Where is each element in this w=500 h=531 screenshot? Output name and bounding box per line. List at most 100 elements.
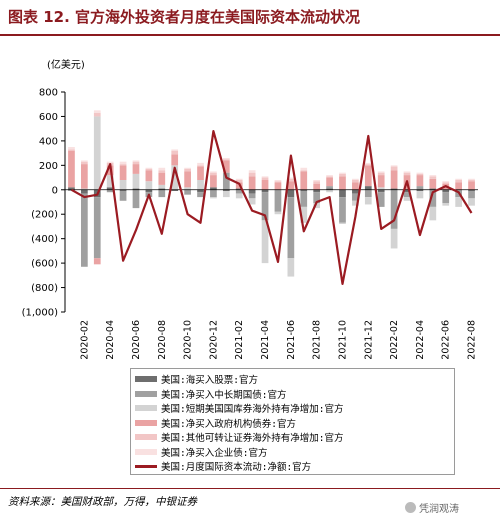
bar-segment (339, 173, 346, 177)
bar-segment (222, 158, 230, 160)
legend-item: 美国:净买入中长期国债:官方 (135, 387, 454, 402)
bar-segment (171, 189, 179, 191)
bar-segment (210, 172, 217, 176)
x-tick-label: 2021-02 (234, 320, 245, 360)
bar-segment (222, 160, 230, 173)
bar-segment (326, 189, 333, 193)
bar-segment (429, 178, 437, 189)
bar-segment (171, 154, 179, 166)
bar-segment (300, 171, 308, 190)
bar-segment (313, 183, 321, 190)
bar-segment (403, 192, 411, 198)
bar-segment (455, 182, 462, 190)
bar-segment (287, 197, 295, 259)
bar-segment (339, 172, 346, 174)
bar-segment (377, 172, 385, 176)
bar-segment (171, 165, 179, 190)
bar-segment (429, 189, 437, 207)
bar-segment (210, 189, 217, 198)
watermark: 凭润观涛 (405, 500, 459, 515)
bar-segment (468, 191, 475, 199)
bar-segment (339, 189, 346, 198)
bar-segment (403, 189, 411, 193)
bar-segment (81, 161, 88, 165)
bar-segment (274, 180, 282, 182)
bar-segment (197, 192, 204, 198)
bar-segment (93, 112, 101, 117)
bar-segment (248, 176, 256, 190)
bar-segment (106, 175, 114, 188)
bar-segment (119, 189, 127, 191)
y-tick-label: 400 (39, 136, 58, 147)
bar-segment (248, 170, 256, 173)
bar-segment (158, 172, 166, 185)
x-tick-label: 2021-06 (286, 320, 297, 360)
legend: 美国:海买入股票:官方 美国:净买入中长期国债:官方 美国:短期美国国库券海外持有净… (130, 368, 455, 475)
bar-segment (261, 177, 269, 180)
bar-segment (326, 188, 333, 190)
bar-segment (429, 175, 437, 177)
bar-segment (222, 189, 230, 191)
bar-segment (81, 193, 88, 267)
bar-segment (390, 228, 398, 249)
bar-segment (222, 191, 230, 198)
legend-item: 美国:净买入政府机构债券:官方 (135, 416, 454, 431)
bar-segment (235, 193, 243, 199)
bar-segment (274, 211, 282, 215)
bar-segment (145, 167, 153, 169)
bar-segment (248, 172, 256, 177)
bar-segment (339, 222, 346, 224)
bar-segment (468, 181, 475, 190)
bar-segment (339, 176, 346, 190)
x-tick-label: 2022-06 (441, 320, 452, 360)
bar-segment (248, 193, 256, 199)
bar-segment (313, 180, 321, 182)
bar-segment (442, 192, 450, 204)
bar-segment (210, 171, 217, 173)
bar-segment (93, 110, 101, 113)
bar-segment (158, 189, 166, 198)
bar-segment (81, 188, 88, 190)
bar-segment (106, 189, 114, 193)
bar-segment (390, 188, 398, 190)
bar-segment (184, 189, 191, 195)
bar-segment (403, 197, 411, 201)
bar-segment (416, 189, 424, 191)
bar-segment (403, 172, 411, 176)
bar-segment (364, 197, 372, 205)
bar-segment (287, 178, 295, 182)
bar-segment (248, 189, 256, 194)
bar-segment (132, 164, 140, 174)
bar-segment (197, 162, 204, 166)
watermark-text: 凭润观涛 (419, 504, 459, 515)
x-tick-label: 2021-04 (260, 320, 271, 360)
y-unit-label: (亿美元) (47, 58, 85, 71)
legend-swatch (135, 390, 157, 397)
bar-segment (287, 181, 295, 190)
bar-segment (235, 189, 243, 194)
bar-segment (300, 167, 308, 171)
bar-segment (364, 186, 372, 190)
legend-label: 美国:其他可转让证券海外持有净增加:官方 (161, 433, 344, 445)
legend-label: 美国:短期美国国库券海外持有净增加:官方 (161, 404, 344, 416)
bar-segment (468, 198, 475, 206)
x-tick-label: 2022-04 (415, 320, 426, 360)
bar-segment (300, 191, 308, 207)
bar-segment (145, 189, 153, 193)
bar-segment (468, 180, 475, 182)
y-tick-label: 800 (39, 88, 58, 99)
legend-label: 美国:净买入企业债:官方 (161, 447, 268, 459)
bar-segment (403, 171, 411, 173)
bar-segment (287, 189, 295, 198)
x-tick-label: 2021-12 (363, 320, 374, 360)
bar-segment (93, 116, 101, 190)
bar-segment (235, 188, 243, 190)
bar-segment (93, 197, 101, 259)
bar-segment (210, 187, 217, 190)
x-tick-label: 2021-08 (312, 320, 323, 360)
bar-segment (197, 180, 204, 190)
bar-segment (313, 181, 321, 184)
bar-segment (300, 206, 308, 223)
bar-segment (326, 176, 333, 178)
net-flow-polyline (70, 129, 473, 285)
